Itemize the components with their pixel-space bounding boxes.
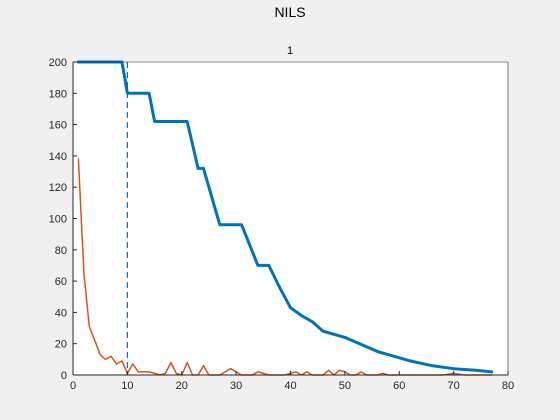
y-tick-label: 100 [49,214,67,226]
x-tick-label: 60 [393,380,405,392]
y-tick-label: 160 [49,120,67,132]
y-tick-label: 200 [49,57,67,69]
y-tick-label: 120 [49,182,67,194]
x-tick-label: 30 [230,380,242,392]
axes-title: 1 [287,45,293,57]
x-tick-label: 40 [284,380,296,392]
series-line-1 [76,60,494,374]
y-tick-label: 40 [55,307,67,319]
x-tick-label: 50 [339,380,351,392]
x-tick-label: 0 [70,380,76,392]
y-tick-label: 80 [55,245,67,257]
x-tick-label: 80 [502,380,514,392]
y-tick-label: 180 [49,88,67,100]
y-tick-label: 140 [49,151,67,163]
plot-area [73,62,508,375]
y-tick-label: 0 [61,370,67,382]
axes-layer: 0 10 20 30 40 50 60 70 80 0 20 40 60 80 100 120 140 160 18… [49,57,514,392]
x-tick-label: 20 [176,380,188,392]
y-tick-label: 20 [55,339,67,351]
x-tick-label: 10 [121,380,133,392]
figure-title: NILS [274,4,305,20]
x-tick-label: 70 [448,380,460,392]
y-tick-label: 60 [55,276,67,288]
